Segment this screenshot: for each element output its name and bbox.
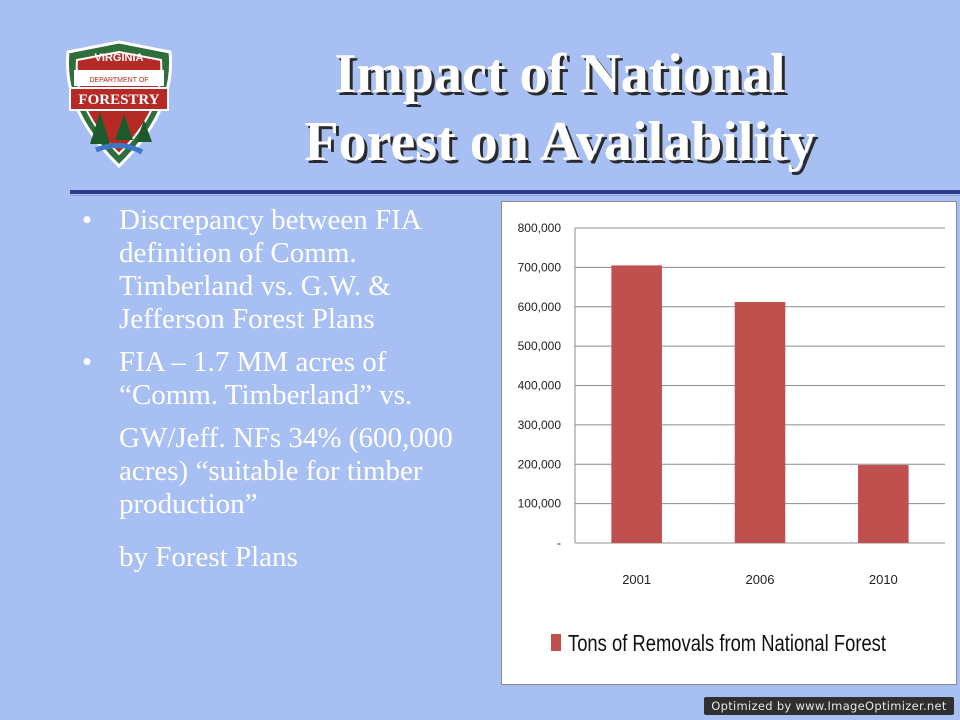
slide-title: Impact of National Forest on Availabilit… (190, 40, 930, 176)
logo-top-text: VIRGINIA (95, 52, 144, 64)
title-divider (70, 190, 960, 194)
title-divider-highlight (70, 195, 960, 196)
bullet-text: FIA – 1.7 MM acres of “Comm. Timberland”… (119, 346, 413, 411)
y-tick-label: 400,000 (518, 379, 562, 393)
x-tick-label: 2001 (622, 572, 651, 587)
continuation-text: GW/Jeff. NFs 34% (600,000 acres) “suitab… (119, 422, 453, 520)
continuation-text: by Forest Plans (119, 541, 298, 573)
chart-svg: - 100,000 200,000 300,000 400,000 500,000 600,… (518, 221, 945, 656)
y-tick-label: 600,000 (518, 300, 562, 314)
title-line-1: Impact of National (334, 43, 786, 105)
optimizer-watermark: Optimized by www.ImageOptimizer.net (704, 697, 954, 715)
y-tick-label: 500,000 (518, 339, 562, 353)
bar-2001 (611, 265, 662, 543)
y-tick-label: 300,000 (518, 418, 562, 432)
bullet-marker: • (82, 204, 93, 236)
bullet-marker: • (82, 346, 93, 378)
logo-main-text: FORESTRY (78, 92, 159, 108)
legend-swatch (551, 634, 561, 651)
y-tick-label: 100,000 (518, 497, 562, 511)
bar-2010 (858, 465, 909, 543)
title-line-2: Forest on Availability (304, 111, 816, 173)
y-tick-label: 700,000 (518, 260, 562, 274)
logo-middle-text: DEPARTMENT OF (89, 77, 148, 84)
bar-2006 (734, 302, 786, 543)
y-tick-label: - (557, 536, 561, 550)
y-tick-label: 200,000 (518, 457, 562, 471)
virginia-forestry-logo: VIRGINIA DEPARTMENT OF FORESTRY (60, 40, 178, 170)
legend-label: Tons of Removals from National Forest (568, 630, 886, 656)
bullet-item: • FIA – 1.7 MM acres of “Comm. Timberlan… (82, 346, 482, 412)
y-tick-label: 800,000 (518, 221, 562, 235)
bullet-text: Discrepancy between FIA definition of Co… (119, 204, 421, 335)
bullet-list: • Discrepancy between FIA definition of … (82, 204, 482, 574)
x-tick-label: 2006 (746, 572, 775, 587)
x-tick-label: 2010 (869, 572, 898, 587)
removals-bar-chart: - 100,000 200,000 300,000 400,000 500,000 600,… (501, 201, 957, 685)
bullet-item: • Discrepancy between FIA definition of … (82, 204, 482, 336)
